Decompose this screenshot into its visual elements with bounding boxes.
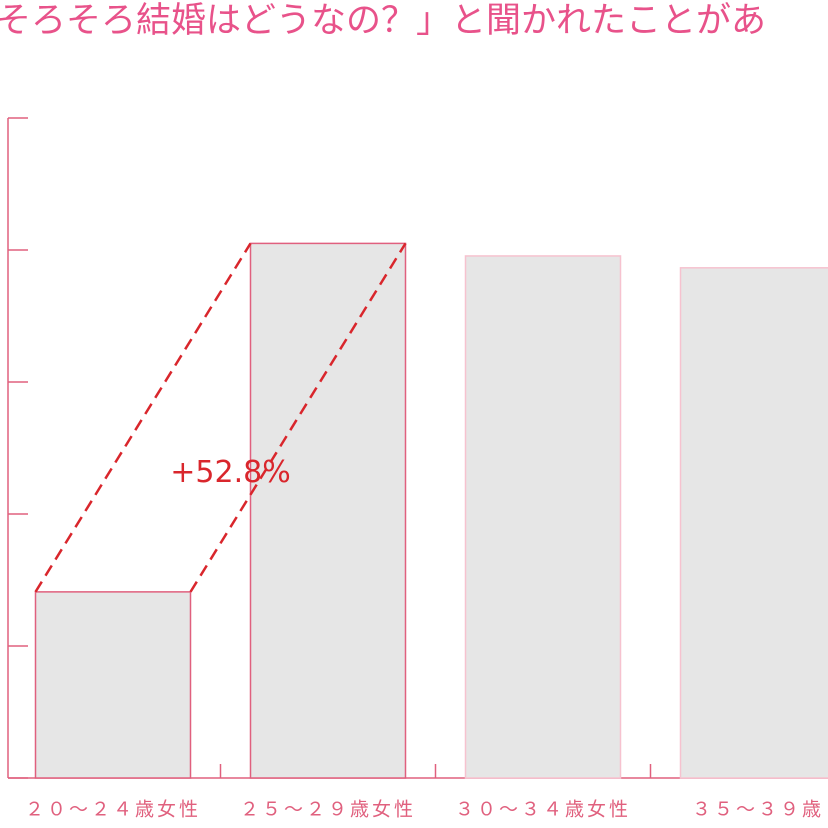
change-guide bbox=[34, 242, 252, 593]
change-annotation: +52.8% bbox=[170, 455, 290, 490]
bar bbox=[34, 591, 192, 779]
chart-title: そろそろ結婚はどうなの？」と聞かれたことがあ bbox=[0, 1, 766, 41]
x-tick-label: ３５～３９歳 bbox=[692, 799, 824, 821]
x-tick-label: ２５～２９歳女性 bbox=[240, 799, 416, 821]
bar bbox=[679, 267, 828, 779]
bar bbox=[249, 242, 407, 779]
x-tick-label: ２０～２４歳女性 bbox=[25, 799, 201, 821]
bar bbox=[464, 255, 622, 779]
change-guide bbox=[189, 242, 407, 593]
x-tick-label: ３０～３４歳女性 bbox=[455, 799, 631, 821]
